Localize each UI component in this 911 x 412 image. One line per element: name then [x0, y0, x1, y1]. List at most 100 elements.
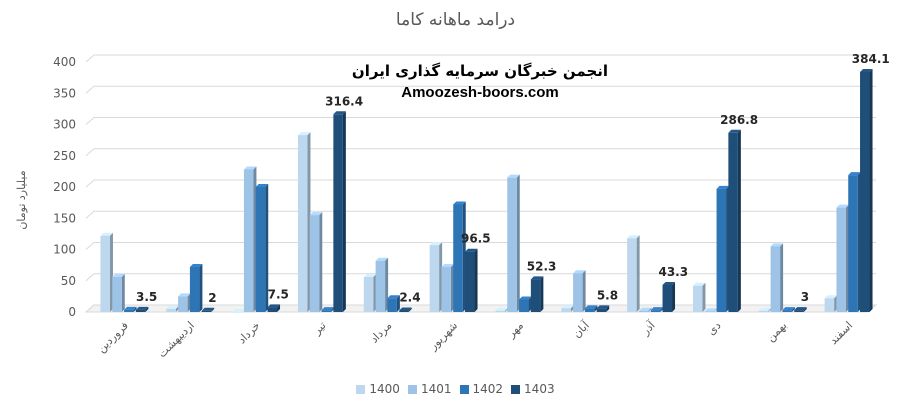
legend-item: 1400 [356, 382, 400, 396]
bar [704, 308, 718, 312]
legend-label: 1403 [524, 382, 555, 396]
x-tick-label: دی [705, 319, 724, 338]
data-label: 7.5 [268, 287, 289, 301]
data-label: 3.5 [136, 290, 157, 304]
bar [375, 257, 389, 312]
legend-swatch [511, 385, 521, 394]
bar [507, 174, 520, 312]
legend: 1400 1401 1402 1403 [0, 382, 911, 396]
bar [495, 307, 508, 312]
y-tick-label: 150 [53, 211, 76, 225]
legend-item: 1403 [511, 382, 555, 396]
x-tick-label: مهر [504, 319, 526, 341]
gridline [85, 273, 876, 282]
x-tick-label: مرداد [368, 319, 395, 346]
x-tick-label: تیر [310, 319, 329, 338]
data-label: 384.1 [852, 52, 890, 66]
legend-swatch [407, 385, 417, 394]
gridline [85, 148, 876, 157]
gridline [85, 85, 876, 94]
bar [596, 305, 610, 312]
bar [189, 264, 203, 312]
y-tick-label: 100 [53, 243, 76, 257]
x-tick-label: فروردین [95, 319, 131, 355]
legend-item: 1402 [459, 382, 504, 396]
data-label: 2.4 [399, 291, 420, 305]
bar [243, 166, 257, 312]
data-label: 5.8 [597, 288, 618, 302]
gridline [85, 54, 876, 63]
bar [860, 68, 873, 312]
bar [573, 270, 586, 312]
bar [662, 281, 676, 312]
legend-label: 1400 [369, 382, 400, 396]
bar [758, 307, 772, 312]
legend-swatch [459, 385, 469, 394]
y-tick-label: 200 [53, 180, 76, 194]
bar [124, 306, 137, 312]
data-label: 43.3 [658, 265, 688, 279]
chart-floor [84, 304, 878, 313]
watermark-line1: انجمن خبرگان سرمایه گذاری ایران [351, 62, 609, 80]
bar [135, 306, 149, 312]
bar [232, 309, 245, 313]
y-tick-label: 300 [53, 118, 76, 132]
legend-label: 1402 [472, 382, 504, 396]
x-tick-label: بهمن [764, 319, 789, 344]
bar [728, 129, 741, 312]
bar [255, 184, 269, 312]
gridline [85, 242, 876, 250]
x-tick-label: اسفند [827, 319, 855, 347]
bar [848, 172, 861, 312]
x-tick-label: آبان [570, 318, 593, 341]
data-label: 96.5 [461, 232, 491, 246]
bar [824, 295, 838, 312]
x-tick-label: اردیبهشت [156, 319, 197, 360]
bar [650, 307, 664, 312]
bar [387, 295, 400, 312]
bar [321, 307, 335, 312]
x-tick-label: خرداد [235, 319, 262, 346]
bar [201, 307, 215, 312]
gridline [85, 179, 876, 188]
legend-swatch [356, 385, 366, 394]
data-label: 2 [208, 291, 216, 305]
chart-title: درامد ماهانه کاما [395, 10, 516, 30]
bar [453, 201, 466, 312]
bar [309, 212, 323, 312]
data-label: 316.4 [325, 94, 363, 108]
bar [782, 307, 795, 312]
bar [584, 305, 598, 312]
bar [519, 296, 532, 312]
bar [627, 235, 640, 312]
bar [794, 307, 807, 312]
bar [333, 111, 346, 312]
gridline [85, 117, 876, 125]
bar [465, 248, 478, 312]
data-label: 52.3 [527, 259, 557, 273]
bar [363, 274, 377, 312]
bar [178, 293, 191, 312]
bar [836, 204, 849, 312]
bar [638, 307, 652, 312]
bar [692, 282, 706, 312]
bar [112, 274, 125, 312]
bar [297, 132, 311, 312]
y-tick-label: 250 [53, 149, 76, 163]
legend-item: 1401 [407, 382, 452, 396]
watermark-line2: Amoozesh-boors.com [401, 84, 559, 101]
y-tick-label: 400 [53, 55, 76, 69]
y-tick-label: 50 [61, 274, 76, 288]
y-tick-label: 0 [68, 305, 76, 319]
y-tick-label: 350 [53, 86, 76, 100]
bar [716, 185, 730, 312]
bar [561, 305, 574, 312]
bar [770, 243, 784, 312]
bar [166, 305, 179, 312]
x-tick-label: شهریور [426, 319, 460, 353]
legend-label: 1401 [420, 382, 452, 396]
bar [530, 276, 544, 312]
data-label: 286.8 [720, 113, 758, 127]
